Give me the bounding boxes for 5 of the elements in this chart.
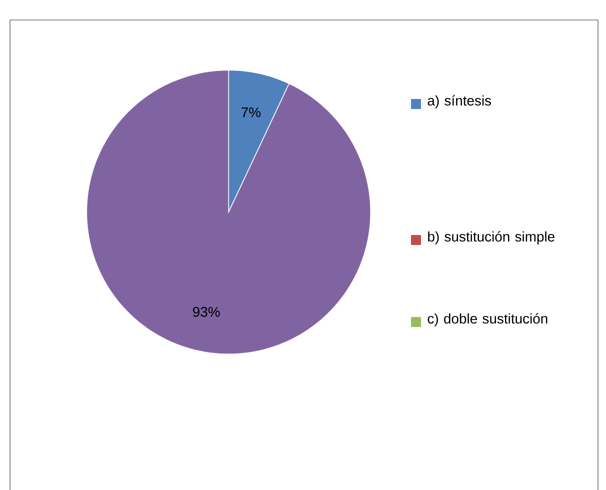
legend-label: a) síntesis: [428, 94, 492, 108]
data-label: 7%: [242, 107, 261, 117]
legend-label: b) sustitución simple: [428, 230, 554, 244]
data-label: 93%: [193, 306, 220, 317]
legend-label: c) doble sustitución: [428, 312, 548, 326]
